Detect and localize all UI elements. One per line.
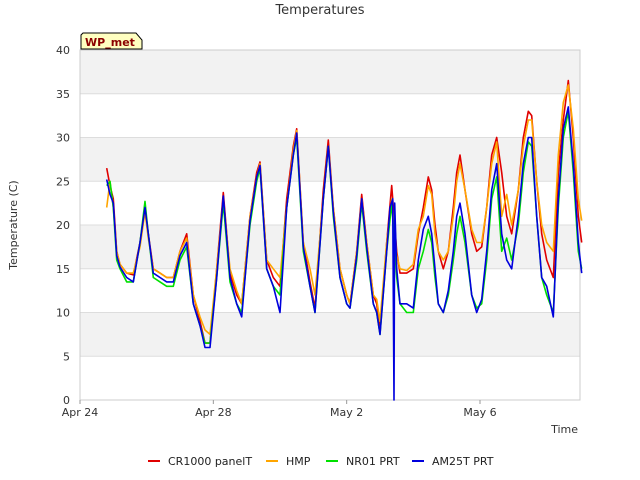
grid-band [80, 93, 580, 138]
legend-label: CR1000 panelT [168, 455, 252, 468]
grid-band [80, 225, 580, 269]
plot-background [79, 49, 581, 401]
chart-title: Temperatures [274, 3, 364, 18]
y-tick-label: 40 [56, 44, 70, 57]
site-badge-label: WP_met [85, 36, 135, 49]
legend-label: AM25T PRT [432, 455, 494, 468]
x-tick-label: May 2 [330, 406, 363, 419]
x-axis-ticks: Apr 24 Apr 28 May 2 May 6 [62, 400, 497, 419]
legend-label: NR01 PRT [346, 455, 400, 468]
y-tick-label: 5 [63, 350, 70, 363]
grid-band [80, 312, 580, 357]
x-axis-label: Time [550, 423, 578, 436]
grid-band [80, 268, 580, 313]
y-tick-label: 25 [56, 175, 70, 188]
site-badge: WP_met [80, 32, 143, 50]
y-tick-label: 30 [56, 132, 70, 145]
y-axis-label: Temperature (C) [7, 180, 20, 270]
series-line-am25t-prt [105, 106, 583, 401]
y-tick-label: 10 [56, 307, 70, 320]
x-tick-label: Apr 28 [195, 406, 232, 419]
plot-lines [105, 79, 583, 401]
y-tick-label: 20 [56, 219, 70, 232]
grid-band [80, 356, 580, 400]
x-tick-label: Apr 24 [62, 406, 99, 419]
y-tick-label: 35 [56, 88, 70, 101]
y-tick-label: 0 [63, 394, 70, 407]
y-tick-label: 15 [56, 263, 70, 276]
grid-band [80, 181, 580, 225]
grid-band [80, 50, 580, 94]
y-axis-ticks: 0 5 10 15 20 25 30 35 40 [56, 44, 70, 407]
legend: CR1000 panelT HMP NR01 PRT AM25T PRT [148, 455, 494, 468]
x-tick-label: May 6 [463, 406, 496, 419]
legend-label: HMP [286, 455, 311, 468]
